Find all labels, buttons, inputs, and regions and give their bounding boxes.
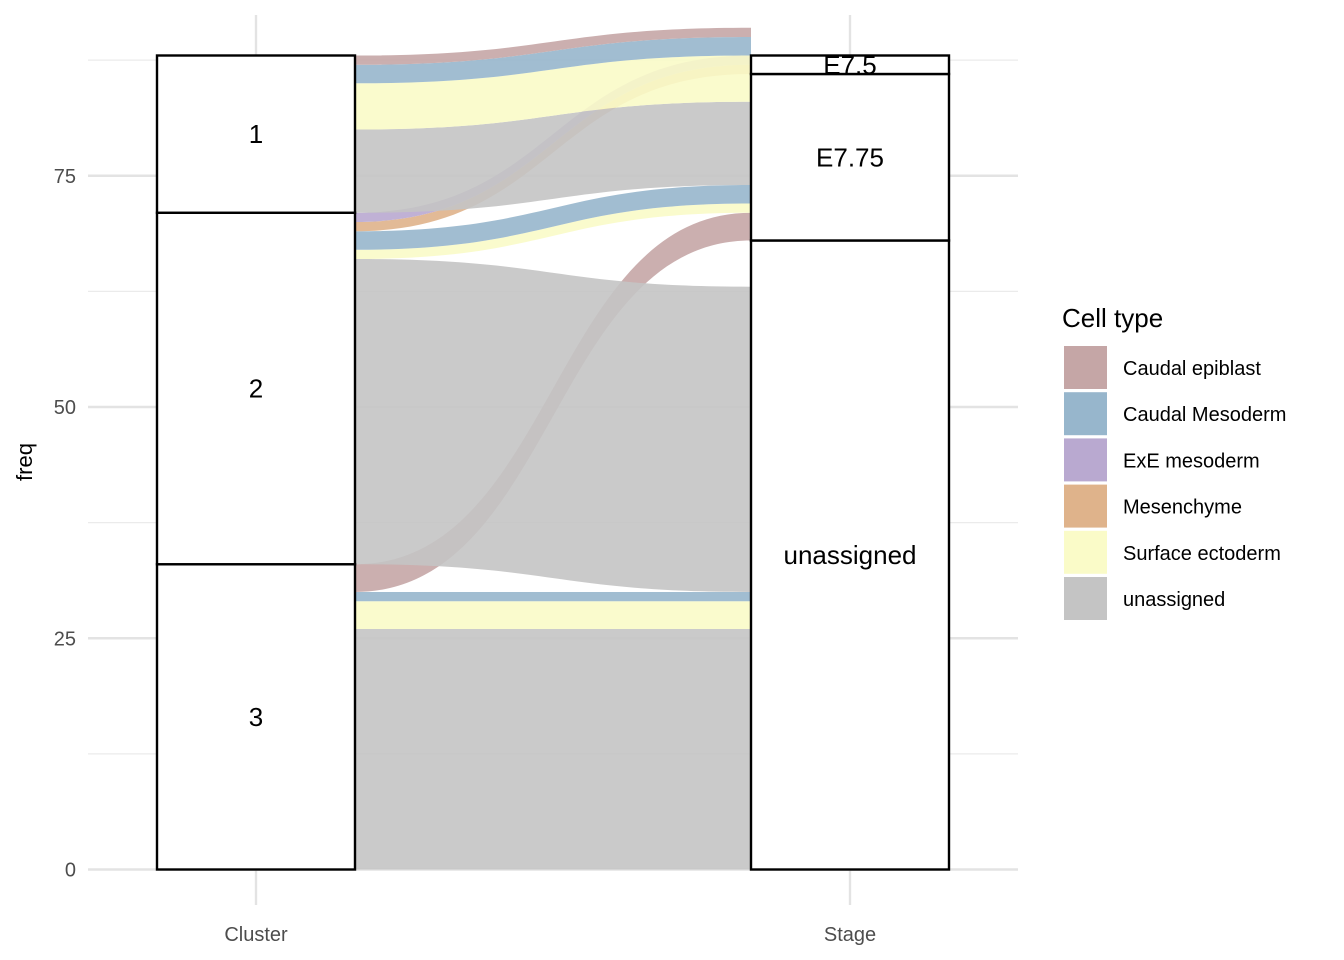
stratum-box bbox=[749, 54, 951, 76]
legend-label: Caudal epiblast bbox=[1123, 358, 1261, 380]
stratum-box bbox=[155, 54, 357, 214]
flow-caudal-mesoderm bbox=[355, 592, 751, 602]
stratum-label: 2 bbox=[249, 374, 263, 404]
strata: 3 2 1 unassigned E7.75 E7.5 bbox=[155, 50, 951, 871]
y-tick-label: 50 bbox=[54, 397, 76, 419]
y-axis-title: freq bbox=[12, 443, 37, 481]
stratum-label: E7.75 bbox=[816, 142, 884, 172]
flow-surface-ectoderm bbox=[355, 55, 751, 130]
flow-unassigned bbox=[355, 101, 751, 213]
flow-unassigned bbox=[355, 259, 751, 592]
x-tick-label: Cluster bbox=[224, 924, 288, 946]
y-axis: 0 25 50 75 bbox=[54, 166, 76, 882]
flow-caudal-mesoderm bbox=[355, 37, 751, 84]
legend: Cell type Caudal epiblast Caudal Mesoderm E… bbox=[1062, 303, 1286, 620]
legend-label: ExE mesoderm bbox=[1123, 450, 1260, 472]
legend-label: Surface ectoderm bbox=[1123, 543, 1281, 565]
alluvial-flows bbox=[355, 27, 751, 870]
legend-key-caudal-epiblast bbox=[1064, 346, 1107, 389]
stratum-label: unassigned bbox=[784, 540, 917, 570]
stratum-box bbox=[155, 211, 357, 566]
legend-label: unassigned bbox=[1123, 589, 1225, 611]
stratum-label: 1 bbox=[249, 119, 263, 149]
legend-title: Cell type bbox=[1062, 303, 1163, 333]
legend-key-mesenchyme bbox=[1064, 484, 1107, 528]
legend-key-exe-mesoderm bbox=[1064, 438, 1107, 482]
stratum-box bbox=[749, 239, 951, 871]
legend-key-surface-ectoderm bbox=[1064, 530, 1107, 574]
flow-caudal-mesoderm bbox=[355, 185, 751, 250]
legend-key-caudal-mesoderm bbox=[1064, 392, 1107, 436]
flow-unassigned bbox=[355, 629, 751, 870]
y-tick-label: 0 bbox=[65, 860, 76, 882]
stratum-label: E7.5 bbox=[823, 50, 877, 80]
stratum-box bbox=[155, 563, 357, 871]
flow-caudal-epiblast bbox=[355, 27, 751, 65]
x-axis: Cluster Stage bbox=[224, 924, 876, 946]
flow-surface-ectoderm bbox=[355, 601, 751, 629]
x-tick-label: Stage bbox=[824, 924, 876, 946]
legend-label: Mesenchyme bbox=[1123, 497, 1242, 519]
legend-label: Caudal Mesoderm bbox=[1123, 404, 1286, 426]
legend-key-unassigned bbox=[1064, 577, 1107, 620]
flow-surface-ectoderm bbox=[355, 203, 751, 259]
y-tick-label: 75 bbox=[54, 166, 76, 188]
y-tick-label: 25 bbox=[54, 628, 76, 650]
stratum-label: 3 bbox=[249, 702, 263, 732]
